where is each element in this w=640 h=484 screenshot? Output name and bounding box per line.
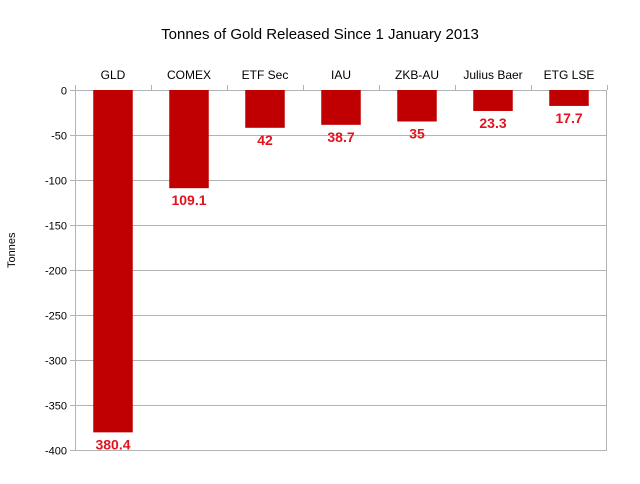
data-label: 380.4 [95, 436, 130, 452]
y-tick-label: -150 [45, 221, 67, 233]
bar [321, 90, 361, 125]
y-tick-label: -250 [45, 311, 67, 323]
category-label: IAU [331, 68, 351, 82]
bar [549, 90, 589, 106]
bar [93, 90, 133, 433]
bar [245, 90, 285, 128]
data-label: 35 [409, 126, 425, 142]
data-label: 23.3 [479, 115, 506, 131]
data-label: 38.7 [327, 129, 354, 145]
category-label: ETG LSE [544, 68, 595, 82]
category-label: Julius Baer [463, 68, 522, 82]
bar [473, 90, 513, 111]
y-tick-label: -350 [45, 401, 67, 413]
data-label: 17.7 [555, 110, 582, 126]
data-label: 42 [257, 132, 273, 148]
y-tick-label: -100 [45, 176, 67, 188]
y-tick-label: 0 [61, 86, 67, 98]
y-tick-label: -200 [45, 266, 67, 278]
category-label: GLD [101, 68, 126, 82]
y-tick-label: -400 [45, 446, 67, 458]
chart-title: Tonnes of Gold Released Since 1 January … [161, 26, 479, 43]
category-label: ZKB-AU [395, 68, 439, 82]
bar [397, 90, 437, 122]
y-tick-label: -50 [51, 131, 67, 143]
category-label: ETF Sec [242, 68, 289, 82]
y-tick-label: -300 [45, 356, 67, 368]
category-label: COMEX [167, 68, 211, 82]
bar [169, 90, 209, 189]
data-label: 109.1 [171, 192, 206, 208]
